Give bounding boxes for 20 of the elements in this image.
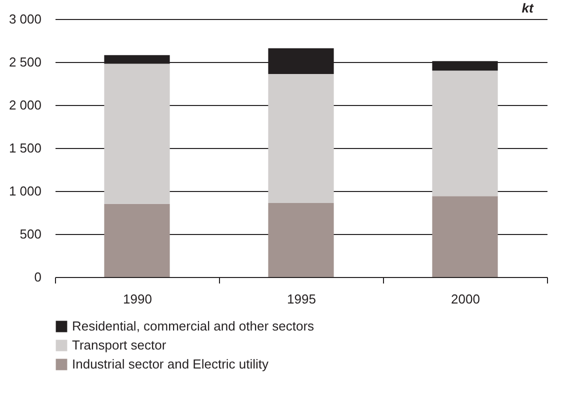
y-tick-label: 0 xyxy=(34,270,42,284)
y-tick-label: 2 000 xyxy=(8,98,42,112)
y-tick-label: 500 xyxy=(20,226,42,242)
y-axis-title: kt xyxy=(522,0,534,16)
y-tick-label: 3 000 xyxy=(8,12,42,26)
bar xyxy=(432,196,498,277)
legend-label: Transport sector xyxy=(72,338,167,352)
bar xyxy=(268,203,334,277)
y-tick-label: 1 500 xyxy=(8,140,42,156)
x-tick-label: 1990 xyxy=(123,292,152,306)
bar xyxy=(104,204,170,277)
bar xyxy=(432,70,498,196)
x-tick-label: 2000 xyxy=(451,292,480,306)
bar xyxy=(268,74,334,204)
bar xyxy=(104,64,170,204)
y-tick-label: 1 000 xyxy=(8,184,42,198)
legend-label: Industrial sector and Electric utility xyxy=(72,356,270,372)
legend-label: Residential, commercial and other sectors xyxy=(72,318,315,334)
x-tick-label: 1995 xyxy=(287,292,316,306)
y-tick-label: 2 500 xyxy=(8,54,42,70)
